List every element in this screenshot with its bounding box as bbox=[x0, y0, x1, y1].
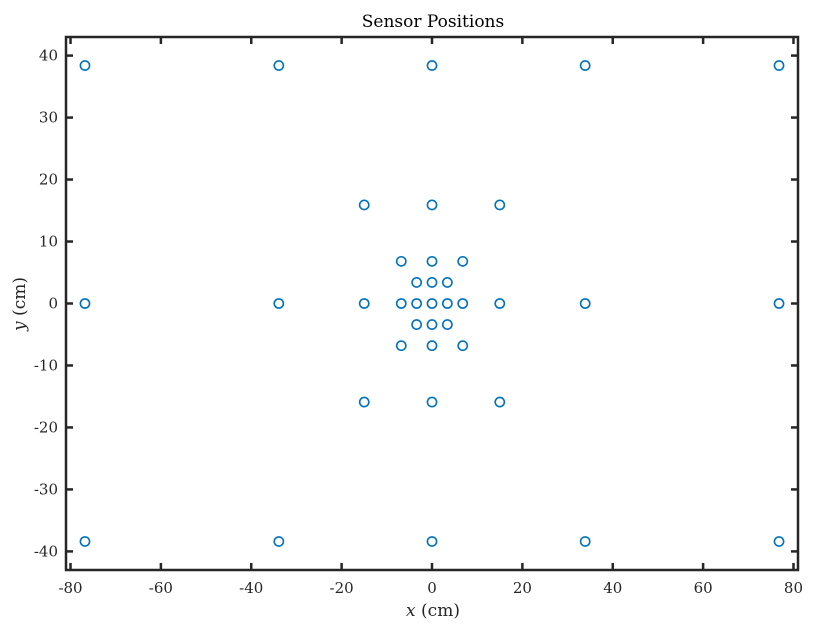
x-tick-label: -80 bbox=[58, 579, 82, 597]
x-tick-label: -40 bbox=[239, 579, 263, 597]
sensor-point bbox=[79, 536, 91, 547]
sensor-point bbox=[494, 396, 506, 408]
sensor-point bbox=[395, 255, 407, 267]
sensor-point bbox=[441, 319, 453, 330]
sensor-point bbox=[773, 60, 785, 71]
sensor-point bbox=[426, 277, 438, 288]
sensor-point bbox=[426, 396, 438, 408]
sensor-point bbox=[358, 199, 370, 211]
sensor-point bbox=[441, 277, 453, 288]
x-tick-label: -20 bbox=[330, 579, 354, 597]
sensor-point bbox=[426, 340, 438, 352]
sensor-point bbox=[457, 255, 469, 267]
y-tick-label: -10 bbox=[34, 356, 58, 374]
sensor-point bbox=[358, 396, 370, 408]
sensor-point bbox=[426, 199, 438, 211]
y-axis-variable: y bbox=[10, 321, 30, 332]
sensor-point bbox=[273, 60, 285, 71]
sensor-point bbox=[579, 298, 591, 309]
x-tick-label: 0 bbox=[427, 579, 437, 597]
x-axis-ticks: -80 -60 -40 -20 0 20 40 60 80 bbox=[58, 37, 803, 597]
y-tick-label: 0 bbox=[48, 295, 58, 313]
sensor-point bbox=[426, 60, 438, 71]
sensor-point bbox=[273, 536, 285, 547]
sensor-point bbox=[358, 298, 370, 309]
x-tick-label: 60 bbox=[694, 579, 713, 597]
sensor-point bbox=[411, 277, 423, 288]
y-axis-unit: (cm) bbox=[10, 277, 30, 316]
sensor-point bbox=[79, 60, 91, 71]
x-axis-unit: (cm) bbox=[421, 601, 460, 621]
sensor-point bbox=[426, 298, 438, 309]
sensor-point bbox=[494, 199, 506, 211]
sensor-point bbox=[395, 298, 407, 309]
y-tick-label: 40 bbox=[39, 47, 58, 65]
sensor-point bbox=[441, 298, 453, 309]
sensor-point bbox=[773, 536, 785, 547]
sensor-points bbox=[79, 60, 785, 547]
sensor-point bbox=[457, 298, 469, 309]
x-tick-label: 20 bbox=[513, 579, 532, 597]
x-tick-label: 80 bbox=[784, 579, 803, 597]
plot-frame bbox=[64, 35, 800, 572]
y-tick-label: -40 bbox=[34, 542, 58, 560]
y-tick-label: 20 bbox=[39, 171, 58, 189]
x-tick-label: 40 bbox=[603, 579, 622, 597]
y-tick-label: 10 bbox=[39, 233, 58, 251]
y-axis-label: y (cm) bbox=[10, 277, 30, 332]
chart-title: Sensor Positions bbox=[362, 12, 504, 32]
sensor-point bbox=[579, 60, 591, 71]
sensor-point bbox=[426, 536, 438, 547]
sensor-point bbox=[411, 319, 423, 330]
y-tick-label: -30 bbox=[34, 480, 58, 498]
sensor-point bbox=[494, 298, 506, 309]
x-axis-label: x (cm) bbox=[406, 601, 460, 621]
sensor-point bbox=[411, 298, 423, 309]
x-axis-variable: x bbox=[406, 601, 416, 621]
sensor-point bbox=[579, 536, 591, 547]
sensor-point bbox=[79, 298, 91, 309]
sensor-point bbox=[273, 298, 285, 309]
sensor-point bbox=[773, 298, 785, 309]
y-tick-label: -20 bbox=[34, 418, 58, 436]
y-tick-label: 30 bbox=[39, 109, 58, 127]
y-axis-ticks: -40 -30 -20 -10 0 10 20 30 40 bbox=[34, 47, 798, 560]
sensor-point bbox=[395, 340, 407, 352]
sensor-point bbox=[426, 319, 438, 330]
sensor-point bbox=[426, 255, 438, 267]
sensor-point bbox=[457, 340, 469, 352]
x-tick-label: -60 bbox=[149, 579, 173, 597]
